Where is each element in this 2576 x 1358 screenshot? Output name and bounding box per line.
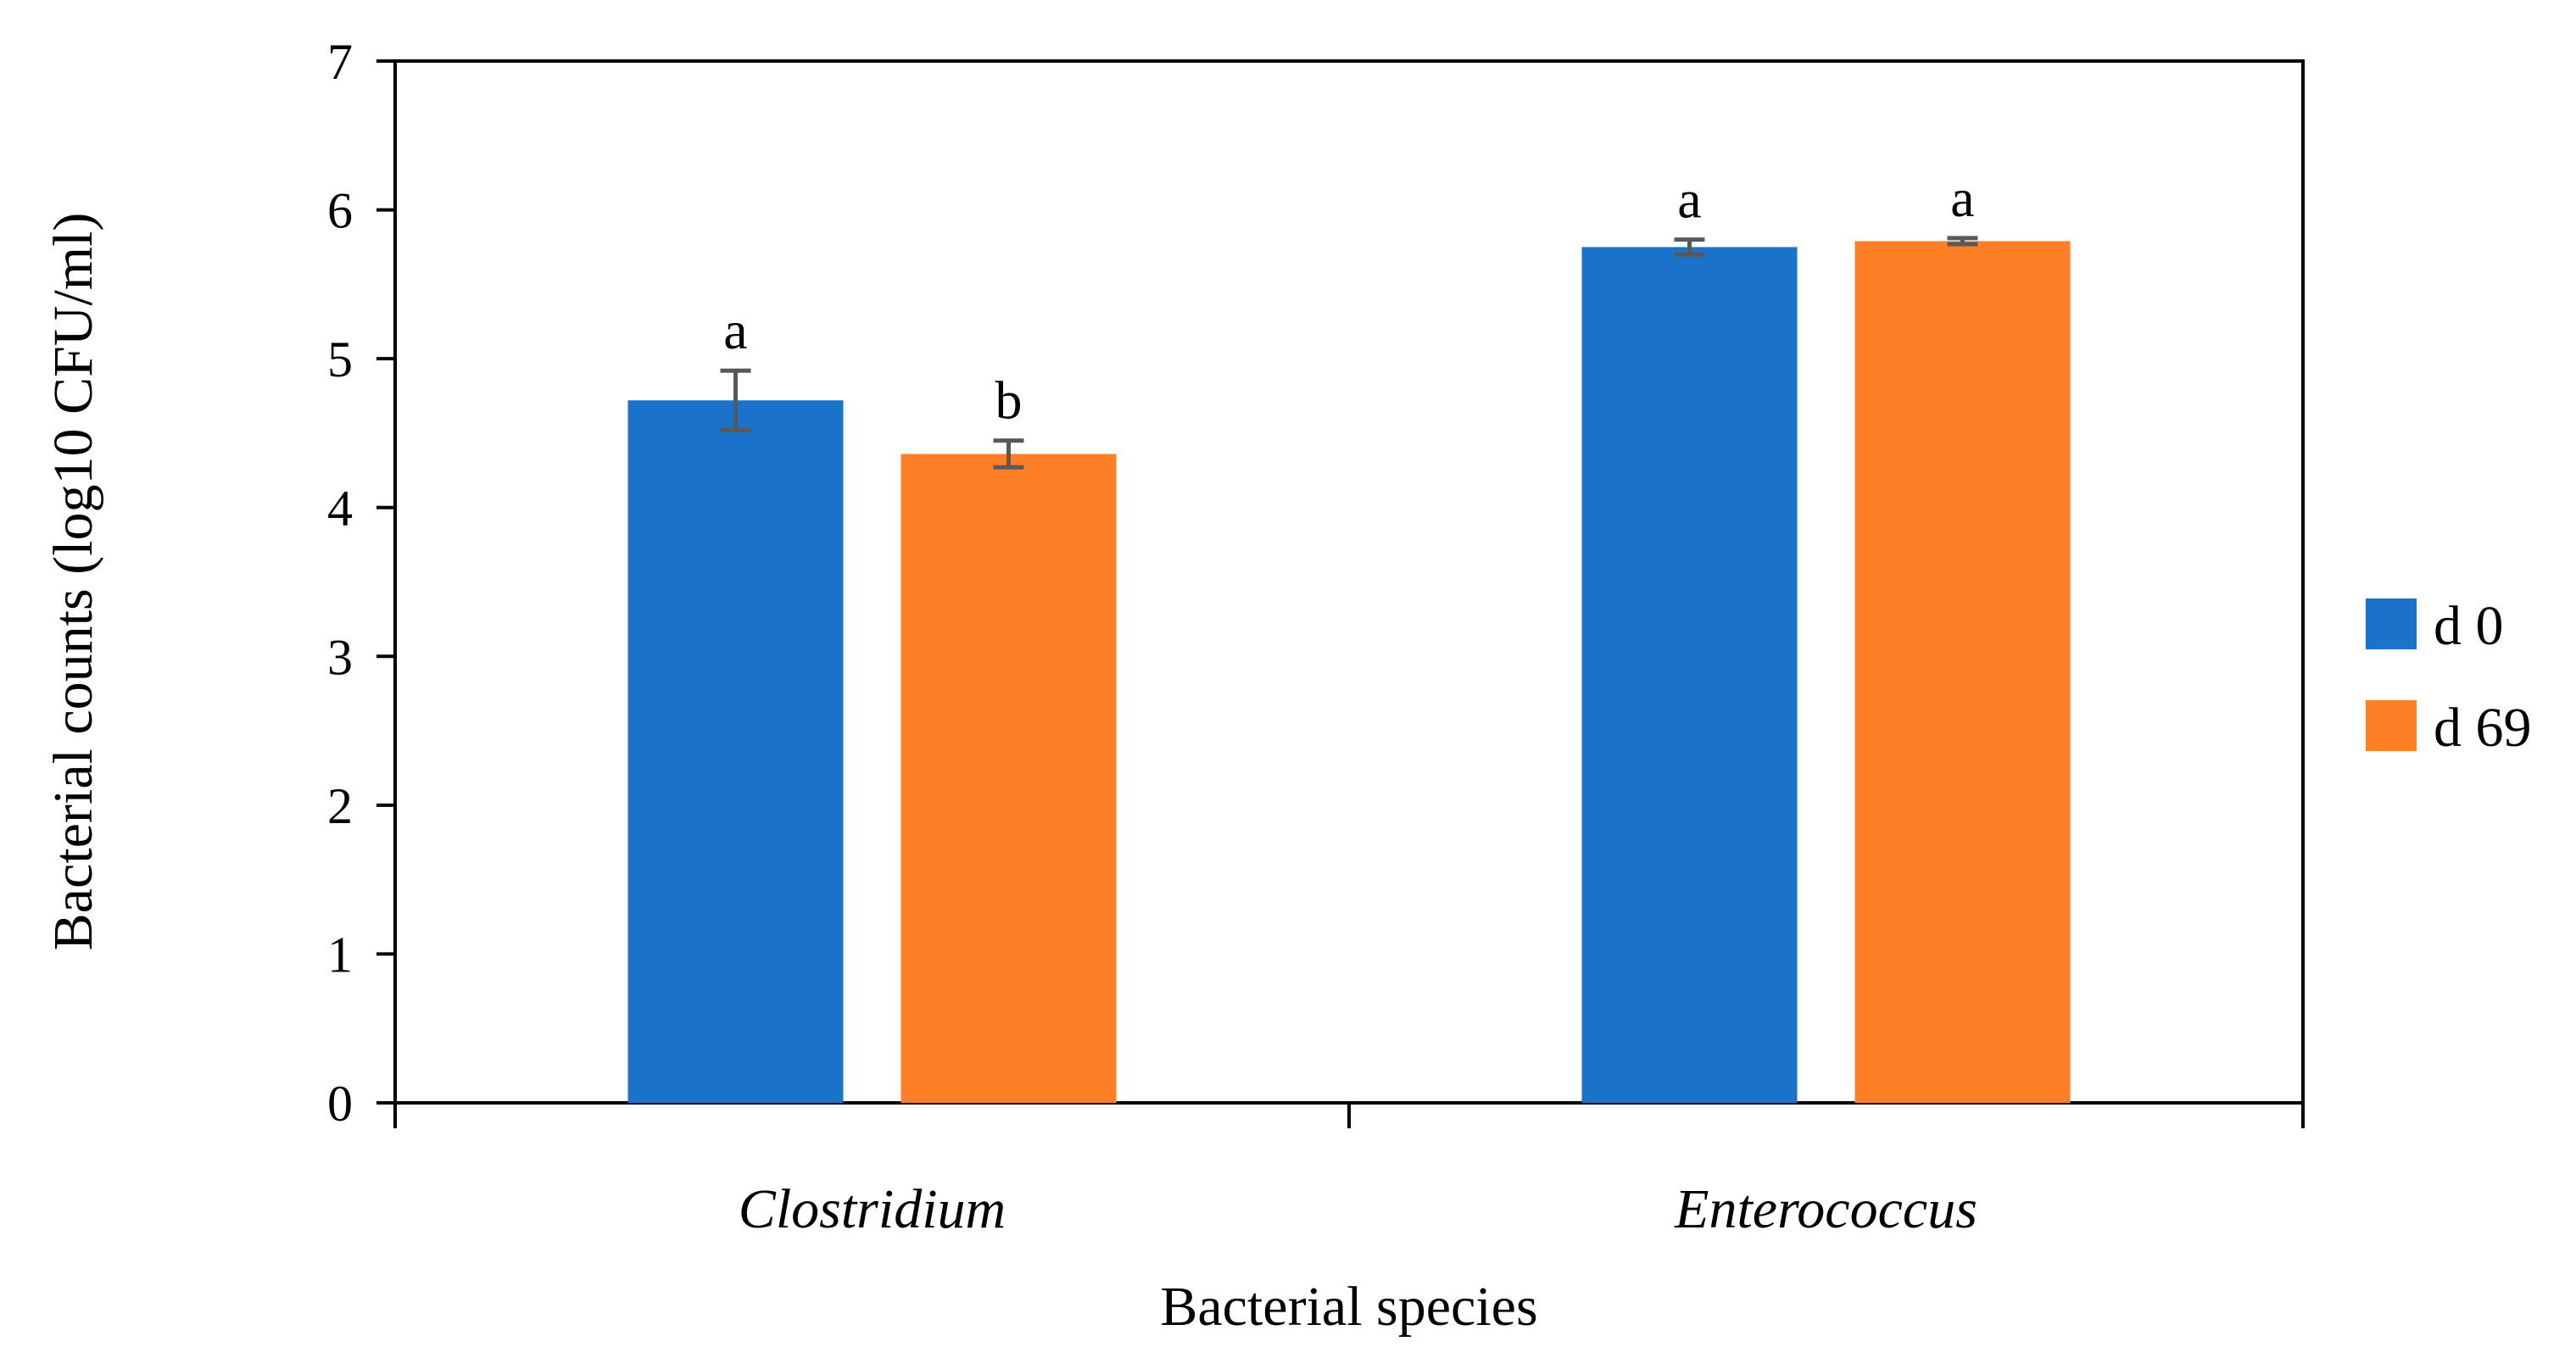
legend-label: d 0 [2434,595,2504,657]
y-tick-label: 6 [327,183,353,239]
significance-letters-layer: a b a a [723,168,1974,431]
bar-d0-enterococcus [1581,247,1798,1103]
y-axis-title: Bacterial counts (log10 CFU/ml) [42,213,104,951]
y-tick-label: 5 [327,331,353,387]
legend-swatch [2366,598,2417,649]
legend-label: d 69 [2434,697,2532,759]
error-bars-layer [720,236,1978,470]
y-tick-label: 0 [327,1076,353,1132]
legend: d 0 d 69 [2366,595,2532,759]
bar-d69-clostridium [900,454,1117,1103]
y-tick-label: 1 [327,927,353,982]
significance-letter: a [723,300,747,360]
x-axis-title: Bacterial species [1160,1276,1537,1338]
x-axis: Clostridium Enterococcus [393,1103,2305,1240]
bars-layer [627,241,2071,1104]
bar-d0-clostridium [627,400,844,1103]
y-tick-label: 4 [327,481,353,537]
significance-letter: a [1677,170,1701,230]
y-axis: 0 1 2 3 4 5 6 7 [327,34,395,1132]
significance-letter: a [1950,168,1974,228]
legend-swatch [2366,700,2417,751]
y-tick-label: 3 [327,629,353,685]
bar-d69-enterococcus [1854,241,2071,1104]
x-category-label: Enterococcus [1674,1178,1977,1240]
y-tick-label: 7 [327,34,353,90]
significance-letter: b [995,370,1023,431]
y-tick-label: 2 [327,778,353,834]
x-category-label: Clostridium [739,1178,1006,1240]
